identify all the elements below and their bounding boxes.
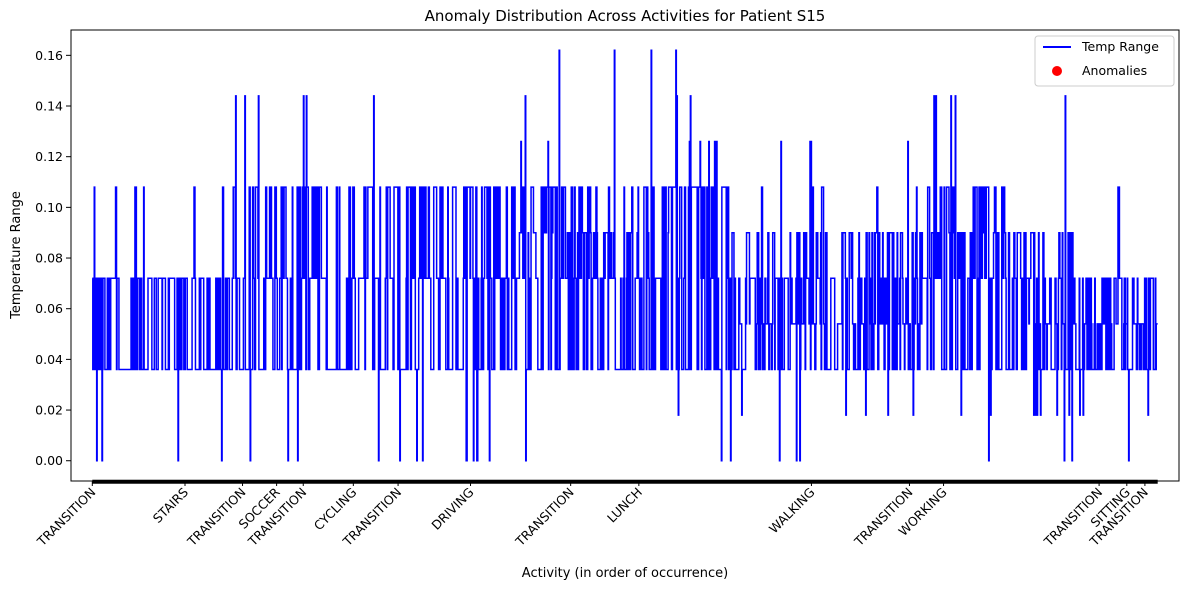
legend-marker-swatch [1052, 66, 1062, 76]
legend-label-temp-range: Temp Range [1081, 39, 1159, 54]
y-axis: 0.00 0.02 0.04 0.06 0.08 0.10 0.12 0.14 0.16 [35, 48, 71, 468]
x-baseline-band [92, 479, 1158, 484]
legend-box [1034, 35, 1175, 87]
activity-baseline [92, 479, 1158, 484]
plot-area [70, 29, 1180, 484]
legend: Temp Range Anomalies [1034, 35, 1175, 87]
y-tick-label: 0.12 [35, 149, 63, 164]
y-tick-label: 0.06 [35, 301, 63, 316]
series-group [92, 49, 1158, 462]
legend-label-anomalies: Anomalies [1082, 63, 1147, 78]
y-tick-label: 0.16 [35, 48, 63, 63]
y-tick-label: 0.02 [35, 403, 63, 418]
chart-title: Anomaly Distribution Across Activities f… [425, 7, 826, 25]
y-tick-label: 0.10 [35, 200, 63, 215]
y-tick-label: 0.04 [35, 352, 63, 367]
series-line-temp-range [92, 49, 1158, 462]
y-tick-label: 0.00 [35, 453, 63, 468]
y-axis-title: Temperature Range [9, 191, 24, 320]
x-axis-title: Activity (in order of occurrence) [522, 566, 728, 581]
y-tick-label: 0.14 [35, 99, 63, 114]
y-tick-label: 0.08 [35, 251, 63, 266]
